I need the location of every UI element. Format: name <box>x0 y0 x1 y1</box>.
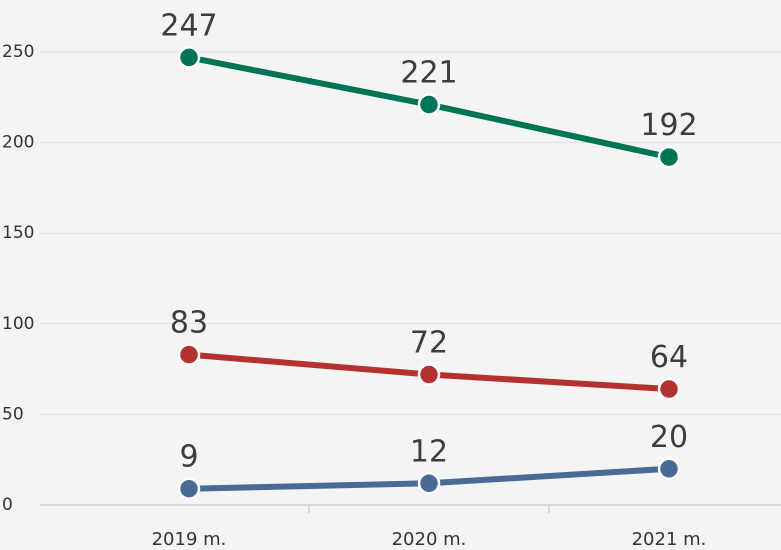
data-label: 9 <box>179 440 198 475</box>
data-label: 192 <box>640 108 697 143</box>
data-label: 20 <box>650 420 688 455</box>
point <box>417 472 441 495</box>
point <box>417 363 441 386</box>
y-tick-label: 0 <box>2 495 13 515</box>
data-label: 12 <box>410 434 448 469</box>
point <box>657 377 681 401</box>
point <box>177 343 201 366</box>
point <box>657 145 681 169</box>
data-label: 64 <box>650 340 688 375</box>
x-tick-label: 2019 m. <box>152 529 227 550</box>
point <box>177 46 201 69</box>
data-label: 221 <box>400 56 457 91</box>
y-tick-label: 150 <box>2 223 34 243</box>
x-tick-label: 2021 m. <box>632 529 707 550</box>
y-tick-label: 200 <box>2 133 34 153</box>
y-tick-label: 100 <box>2 314 34 334</box>
point <box>417 93 441 116</box>
data-label: 247 <box>160 8 217 43</box>
x-tick-label: 2020 m. <box>392 529 467 550</box>
y-tick-label: 250 <box>2 42 34 62</box>
data-label: 72 <box>410 326 448 361</box>
point <box>177 477 201 500</box>
y-tick-label: 50 <box>2 404 24 424</box>
data-label: 83 <box>170 306 208 341</box>
point <box>657 457 681 481</box>
